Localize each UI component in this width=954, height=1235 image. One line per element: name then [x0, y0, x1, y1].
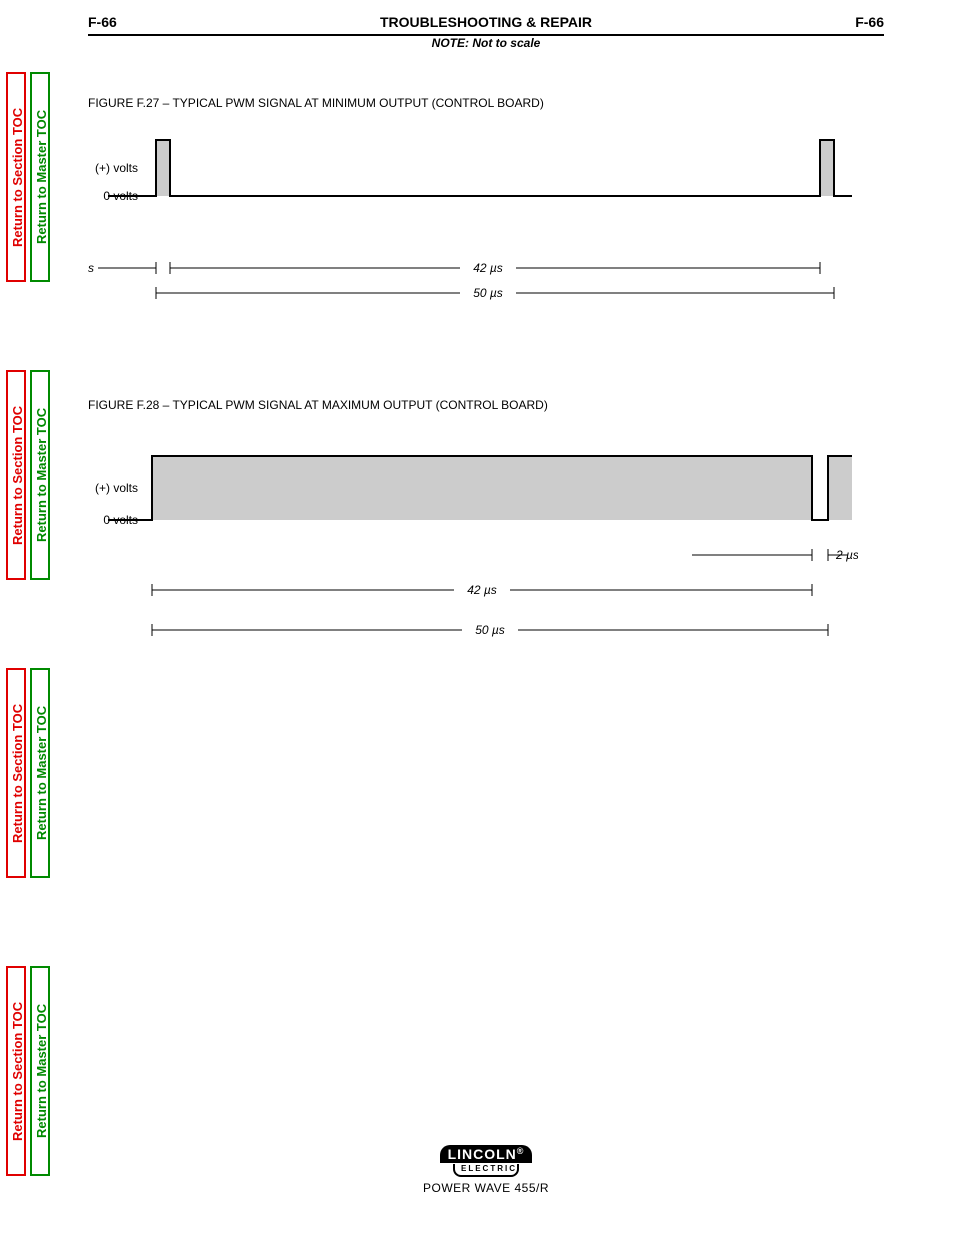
svg-text:50 µs: 50 µs [473, 286, 503, 300]
svg-text:0 volts: 0 volts [103, 189, 138, 203]
toc-master-link-1[interactable]: Return to Master TOC [30, 72, 50, 282]
figure-f28: FIGURE F.28 – TYPICAL PWM SIGNAL AT MAXI… [88, 398, 884, 680]
page-model: POWER WAVE 455/R [88, 1181, 884, 1195]
svg-text:42 µs: 42 µs [473, 261, 503, 275]
svg-text:42 µs: 42 µs [467, 583, 497, 597]
svg-text:(+) volts: (+) volts [95, 161, 138, 175]
svg-text:1.6 µs: 1.6 µs [88, 261, 94, 275]
page-footer: LINCOLN® ELECTRIC POWER WAVE 455/R [88, 1145, 884, 1195]
svg-text:50 µs: 50 µs [475, 623, 505, 637]
svg-text:2 µs: 2 µs [835, 548, 858, 562]
page-code-left: F-66 [88, 14, 117, 30]
toc-section-link-2[interactable]: Return to Section TOC [6, 370, 26, 580]
svg-text:(+) volts: (+) volts [95, 481, 138, 495]
page-code-right: F-66 [855, 14, 884, 30]
lincoln-logo-wordmark: LINCOLN® [440, 1145, 533, 1163]
page-section-title: TROUBLESHOOTING & REPAIR [380, 14, 592, 30]
page-subnote: NOTE: Not to scale [88, 36, 884, 50]
toc-section-link-3[interactable]: Return to Section TOC [6, 668, 26, 878]
lincoln-logo: LINCOLN® ELECTRIC [440, 1145, 533, 1177]
toc-section-link-4[interactable]: Return to Section TOC [6, 966, 26, 1176]
figure-f27-svg: 0 volts (+) volts 1.6 µs 42 µs 50 µs [88, 118, 858, 348]
svg-text:0 volts: 0 volts [103, 513, 138, 527]
figure-f27-title: FIGURE F.27 – TYPICAL PWM SIGNAL AT MINI… [88, 96, 884, 110]
lincoln-logo-electric: ELECTRIC [453, 1164, 519, 1177]
toc-master-link-3[interactable]: Return to Master TOC [30, 668, 50, 878]
toc-section-link-1[interactable]: Return to Section TOC [6, 72, 26, 282]
figure-f28-svg: 0 volts (+) volts 2 µs 42 µs 50 µs [88, 420, 858, 680]
figure-f28-title: FIGURE F.28 – TYPICAL PWM SIGNAL AT MAXI… [88, 398, 884, 412]
toc-master-link-4[interactable]: Return to Master TOC [30, 966, 50, 1176]
figure-f27: FIGURE F.27 – TYPICAL PWM SIGNAL AT MINI… [88, 96, 884, 348]
page-body: F-66 TROUBLESHOOTING & REPAIR F-66 NOTE:… [88, 14, 884, 1195]
toc-master-link-2[interactable]: Return to Master TOC [30, 370, 50, 580]
page-header: F-66 TROUBLESHOOTING & REPAIR F-66 [88, 14, 884, 30]
